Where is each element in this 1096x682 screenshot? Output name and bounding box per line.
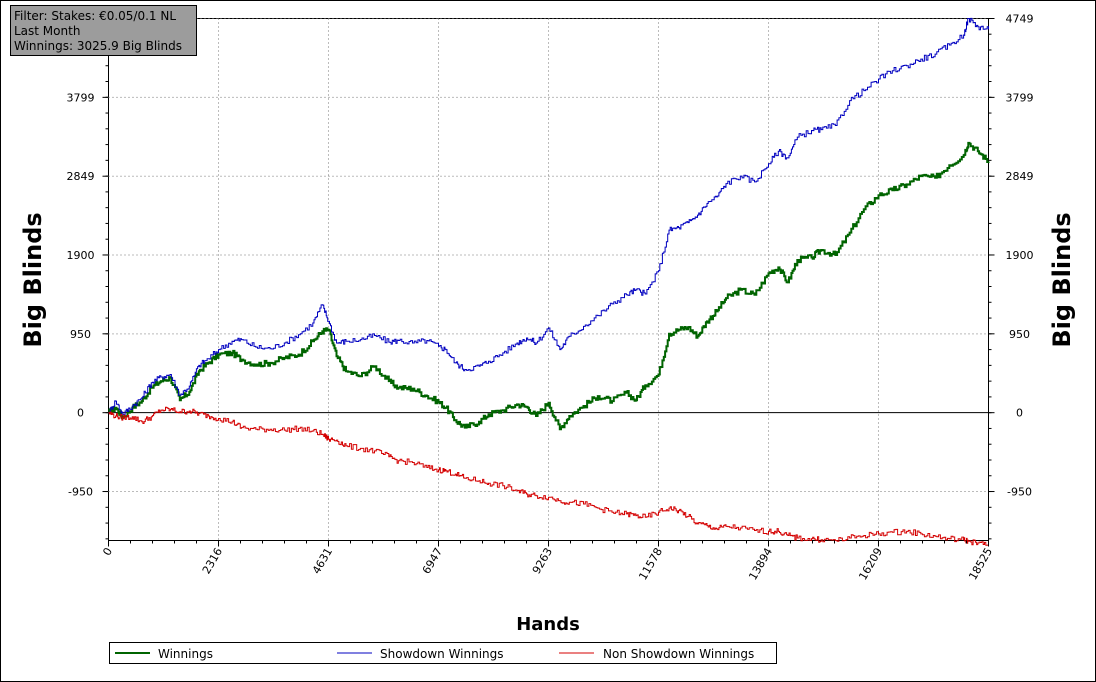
y-axis-title-right: Big Blinds: [1048, 212, 1076, 347]
legend-item-non-showdown-winnings: Non Showdown Winnings: [559, 647, 754, 661]
y-tick-label-right-2849: 2849: [1006, 170, 1034, 183]
legend-label-winnings: Winnings: [158, 647, 213, 661]
series-lines: [108, 17, 990, 546]
y-tick-label-right-950: 950: [1009, 328, 1030, 341]
y-tick-label-right-4749: 4749: [1006, 13, 1034, 26]
x-axis-title: Hands: [516, 614, 580, 635]
series-line-winnings: [108, 141, 990, 431]
y-tick-label-left-3799: 3799: [67, 91, 95, 104]
gridlines: [108, 18, 989, 541]
y-tick-label-left-2849: 2849: [67, 170, 95, 183]
filter-winnings-text: Winnings: 3025.9 Big Blinds: [14, 39, 182, 53]
series-line-showdown-winnings: [108, 17, 989, 416]
y-tick-label-left-0: 0: [77, 407, 84, 420]
legend-box: [109, 642, 777, 664]
y-tick-label-left-950: 950: [70, 328, 91, 341]
y-tick-label-left-neg950: -950: [68, 486, 93, 499]
y-tick-label-right-1900: 1900: [1006, 249, 1034, 262]
legend-item-showdown-winnings: Showdown Winnings: [337, 647, 504, 661]
filter-info-box: Filter: Stakes: €0.05/0.1 NL Last Month …: [10, 5, 197, 56]
y-axis-title-left: Big Blinds: [19, 212, 47, 347]
filter-stakes-text: Filter: Stakes: €0.05/0.1 NL: [14, 9, 176, 23]
legend-item-winnings: Winnings: [115, 647, 213, 661]
y-tick-label-right-3799: 3799: [1006, 91, 1034, 104]
y-tick-label-right-0: 0: [1016, 407, 1023, 420]
legend-label-non-showdown-winnings: Non Showdown Winnings: [603, 647, 754, 661]
filter-info-background: [10, 5, 197, 56]
y-tick-label-left-1900: 1900: [67, 249, 95, 262]
filter-period-text: Last Month: [14, 24, 80, 38]
series-line-non-showdown-winnings: [108, 406, 989, 546]
y-tick-label-right-neg950: -950: [1007, 486, 1032, 499]
legend: Winnings Showdown Winnings Non Showdown …: [109, 642, 777, 664]
axis-ticks: [102, 18, 995, 547]
legend-label-showdown-winnings: Showdown Winnings: [380, 647, 504, 661]
